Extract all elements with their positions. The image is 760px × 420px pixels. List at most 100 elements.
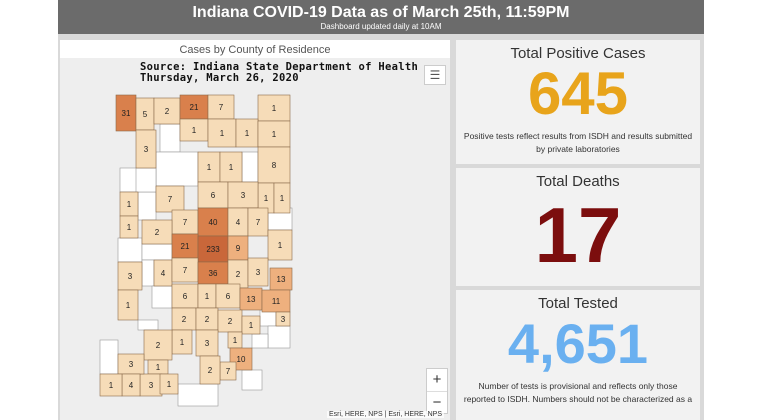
county-benton[interactable]: 1 bbox=[119, 191, 139, 217]
county-no-data[interactable] bbox=[241, 369, 263, 391]
county-st-joseph[interactable]: 21 bbox=[179, 94, 209, 120]
county-putnam[interactable]: 4 bbox=[153, 259, 173, 287]
county-gibson[interactable]: 3 bbox=[117, 353, 145, 375]
county-shape[interactable] bbox=[215, 283, 241, 309]
county-shape[interactable] bbox=[155, 185, 185, 213]
county-miami[interactable]: 1 bbox=[219, 151, 243, 183]
zoom-in-button[interactable]: + bbox=[432, 371, 442, 388]
county-shape[interactable] bbox=[197, 235, 229, 263]
zoom-out-button[interactable]: − bbox=[432, 394, 442, 411]
county-shape[interactable] bbox=[247, 257, 269, 287]
county-vanderburgh[interactable]: 4 bbox=[121, 373, 141, 397]
county-shape[interactable] bbox=[117, 261, 143, 291]
county-knox[interactable]: 2 bbox=[143, 329, 173, 361]
county-porter[interactable]: 5 bbox=[135, 97, 155, 131]
county-rush[interactable]: 3 bbox=[247, 257, 269, 287]
county-shape[interactable] bbox=[143, 329, 173, 361]
county-shape[interactable] bbox=[171, 257, 199, 283]
county-no-data[interactable] bbox=[159, 123, 181, 153]
county-bartholomew[interactable]: 6 bbox=[215, 283, 241, 309]
county-no-data[interactable] bbox=[141, 259, 155, 287]
county-henry[interactable]: 7 bbox=[247, 207, 269, 237]
county-boone[interactable]: 7 bbox=[171, 209, 199, 235]
map-attribution[interactable]: Esri, HERE, NPS | Esri, HERE, NPS bbox=[326, 411, 444, 418]
county-no-data[interactable] bbox=[137, 191, 157, 221]
county-no-data[interactable] bbox=[135, 167, 157, 193]
county-elkhart[interactable]: 7 bbox=[207, 94, 235, 120]
county-shape[interactable] bbox=[207, 118, 237, 148]
county-shape[interactable] bbox=[207, 94, 235, 120]
county-allen[interactable]: 8 bbox=[257, 146, 291, 184]
county-shape[interactable] bbox=[159, 373, 179, 395]
county-ohio[interactable]: 3 bbox=[275, 311, 291, 327]
county-pike[interactable]: 1 bbox=[147, 359, 169, 375]
county-no-data[interactable] bbox=[137, 319, 159, 331]
county-franklin[interactable]: 13 bbox=[269, 267, 293, 291]
county-no-data[interactable] bbox=[241, 151, 259, 183]
county-laporte[interactable]: 2 bbox=[153, 97, 181, 125]
county-scott[interactable]: 1 bbox=[227, 331, 243, 349]
county-morgan[interactable]: 7 bbox=[171, 257, 199, 283]
county-shape[interactable] bbox=[153, 97, 181, 125]
county-map-panel[interactable]: 3152217111113811111763117404722123391347… bbox=[60, 40, 450, 420]
county-shape[interactable] bbox=[197, 181, 229, 209]
county-sullivan[interactable]: 1 bbox=[117, 289, 139, 321]
county-shape[interactable] bbox=[171, 283, 199, 309]
county-owen[interactable]: 6 bbox=[171, 283, 199, 309]
county-shape[interactable] bbox=[275, 311, 291, 327]
county-montgomery[interactable]: 2 bbox=[141, 219, 173, 245]
indiana-county-map[interactable]: 3152217111113811111763117404722123391347… bbox=[60, 40, 450, 420]
county-shape[interactable] bbox=[99, 373, 123, 397]
county-steuben[interactable]: 1 bbox=[257, 94, 291, 122]
county-hamilton[interactable]: 40 bbox=[197, 207, 229, 237]
county-wayne[interactable]: 1 bbox=[267, 229, 293, 261]
county-shape[interactable] bbox=[257, 120, 291, 148]
county-shape[interactable] bbox=[119, 215, 139, 239]
county-shape[interactable] bbox=[135, 129, 157, 169]
county-dearborn[interactable]: 11 bbox=[261, 289, 291, 313]
county-marion[interactable]: 233 bbox=[197, 235, 229, 263]
county-shape[interactable] bbox=[247, 207, 269, 237]
county-no-data[interactable] bbox=[177, 383, 219, 407]
county-delaware[interactable]: 3 bbox=[227, 181, 259, 209]
county-spencer[interactable]: 1 bbox=[159, 373, 179, 395]
county-warrick[interactable]: 3 bbox=[139, 373, 163, 397]
county-lake[interactable]: 31 bbox=[115, 94, 137, 132]
county-hancock[interactable]: 9 bbox=[227, 235, 249, 261]
county-no-data[interactable] bbox=[251, 333, 269, 349]
county-shape[interactable] bbox=[171, 233, 199, 259]
county-shape[interactable] bbox=[267, 229, 293, 261]
county-no-data[interactable] bbox=[99, 339, 119, 375]
county-no-data[interactable] bbox=[117, 237, 143, 263]
county-hendricks[interactable]: 21 bbox=[171, 233, 199, 259]
county-shape[interactable] bbox=[199, 355, 221, 385]
county-johnson[interactable]: 36 bbox=[197, 261, 229, 285]
county-adams[interactable]: 1 bbox=[273, 182, 291, 214]
county-no-data[interactable] bbox=[259, 309, 277, 327]
county-vigo[interactable]: 3 bbox=[117, 261, 143, 291]
county-no-data[interactable] bbox=[267, 325, 291, 349]
county-marshall[interactable]: 1 bbox=[179, 118, 209, 142]
county-decatur[interactable]: 13 bbox=[239, 287, 263, 311]
county-no-data[interactable] bbox=[151, 285, 173, 309]
county-howard[interactable]: 6 bbox=[197, 181, 229, 209]
county-jasper[interactable]: 3 bbox=[135, 129, 157, 169]
county-lawrence[interactable]: 2 bbox=[195, 307, 219, 331]
county-shape[interactable] bbox=[117, 289, 139, 321]
county-madison[interactable]: 4 bbox=[227, 207, 249, 237]
county-greene[interactable]: 2 bbox=[171, 307, 197, 331]
county-no-data[interactable] bbox=[155, 151, 199, 187]
county-shape[interactable] bbox=[257, 146, 291, 184]
county-dekalb[interactable]: 1 bbox=[257, 120, 291, 148]
county-harrison[interactable]: 2 bbox=[199, 355, 221, 385]
county-noble[interactable]: 1 bbox=[235, 118, 259, 148]
legend-list-icon[interactable]: ☰ bbox=[424, 65, 446, 85]
county-orange[interactable]: 3 bbox=[195, 329, 219, 357]
county-warren[interactable]: 1 bbox=[119, 215, 139, 239]
county-shape[interactable] bbox=[241, 315, 261, 335]
county-jackson[interactable]: 2 bbox=[217, 309, 243, 333]
county-cass[interactable]: 1 bbox=[197, 151, 221, 183]
county-shape[interactable] bbox=[273, 182, 291, 214]
county-daviess[interactable]: 1 bbox=[171, 329, 193, 355]
county-jennings[interactable]: 1 bbox=[241, 315, 261, 335]
